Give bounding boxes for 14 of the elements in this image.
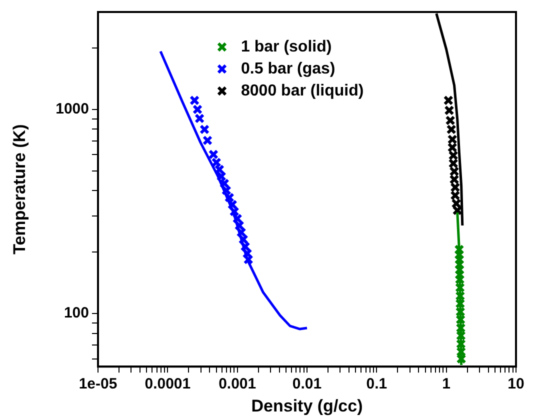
legend-label: 0.5 bar (gas)	[241, 60, 336, 78]
x-tick-label: 0.1	[366, 376, 388, 393]
y-tick-label: 100	[64, 304, 89, 322]
x-tick-label: 0.01	[292, 376, 322, 393]
y-axis-title: Temperature (K)	[10, 124, 29, 254]
legend-label: 8000 bar (liquid)	[241, 82, 364, 100]
y-tick-label: 1000	[56, 100, 89, 118]
x-tick-label: 1	[442, 376, 451, 393]
x-tick-label: 0.001	[218, 376, 256, 393]
x-tick-label: 1e-05	[78, 376, 118, 393]
x-axis-title: Density (g/cc)	[251, 396, 363, 416]
legend-label: 1 bar (solid)	[241, 38, 332, 56]
x-tick-label: 0.0001	[144, 376, 191, 393]
x-tick-label: 10	[508, 376, 524, 393]
